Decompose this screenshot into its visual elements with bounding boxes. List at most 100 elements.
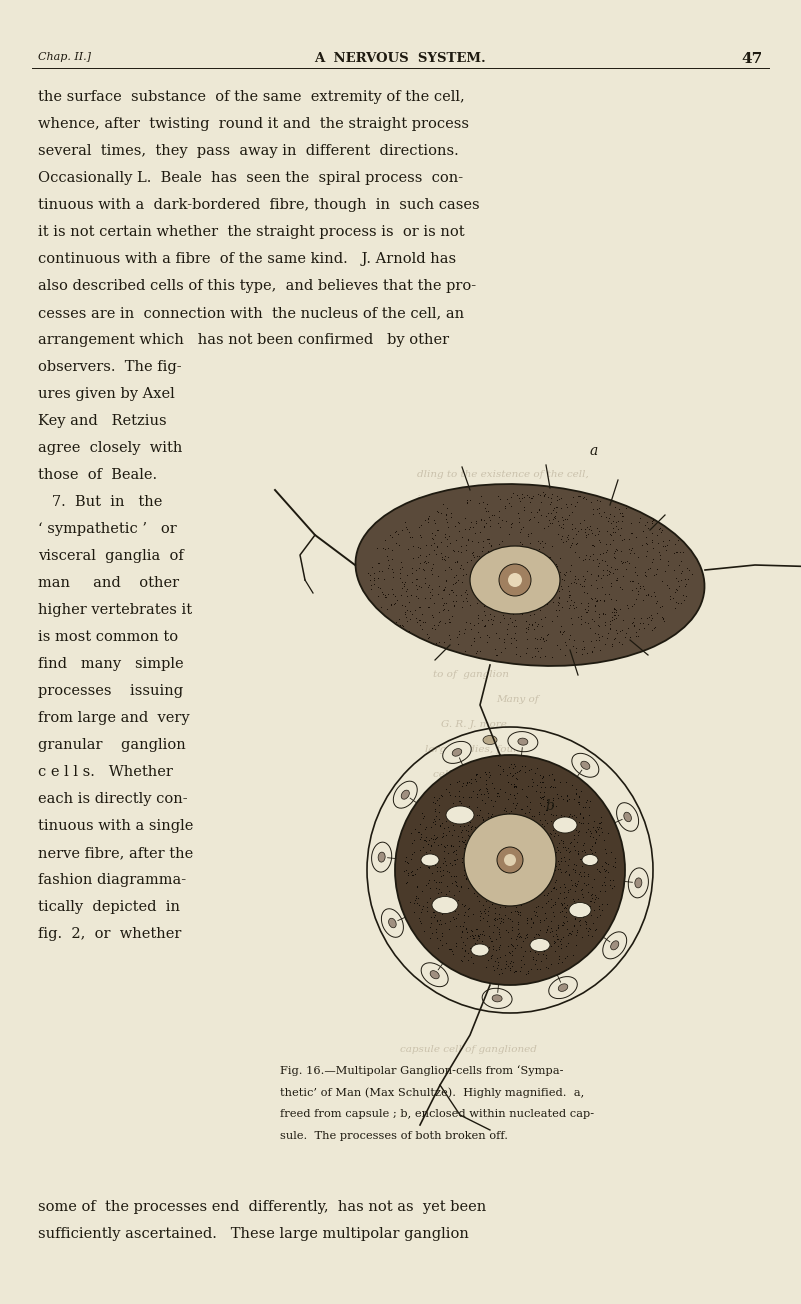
Point [504, 810, 517, 831]
Point [455, 876, 468, 897]
Point [506, 601, 519, 622]
Point [664, 585, 677, 606]
Point [646, 608, 658, 629]
Point [632, 625, 645, 645]
Point [515, 936, 528, 957]
Point [520, 824, 533, 845]
Point [493, 921, 505, 941]
Point [521, 823, 533, 844]
Text: of of  cells were: of of cells were [449, 570, 532, 579]
Ellipse shape [423, 803, 437, 816]
Point [433, 909, 446, 930]
Point [481, 829, 494, 850]
Point [425, 906, 437, 927]
Point [493, 629, 505, 649]
Point [449, 865, 462, 885]
Point [511, 935, 524, 956]
Point [453, 880, 465, 901]
Point [414, 857, 427, 878]
Point [564, 832, 577, 853]
Point [521, 926, 533, 947]
Point [455, 827, 468, 848]
Point [557, 911, 570, 932]
Point [533, 765, 546, 786]
Point [404, 600, 417, 621]
Point [577, 566, 590, 587]
Point [424, 840, 437, 861]
Point [510, 768, 523, 789]
Point [406, 832, 419, 853]
Point [510, 875, 523, 896]
Point [446, 906, 459, 927]
Point [483, 626, 496, 647]
Point [525, 909, 537, 930]
Point [469, 827, 481, 848]
Point [565, 493, 578, 514]
Point [473, 865, 486, 885]
Point [427, 592, 440, 613]
Point [464, 516, 477, 537]
Point [607, 876, 620, 897]
Point [388, 585, 401, 606]
Point [561, 785, 574, 806]
Point [520, 795, 533, 816]
Point [621, 550, 634, 571]
Point [534, 911, 547, 932]
Point [446, 815, 459, 836]
Point [513, 927, 525, 948]
Point [570, 642, 582, 662]
Ellipse shape [421, 854, 439, 866]
Point [618, 552, 631, 572]
Point [533, 584, 545, 605]
Point [427, 529, 440, 550]
Point [496, 962, 509, 983]
Point [429, 801, 442, 822]
Point [473, 799, 486, 820]
Point [436, 935, 449, 956]
Point [479, 512, 492, 533]
Point [551, 850, 564, 871]
Point [560, 861, 573, 882]
Point [421, 511, 434, 532]
Point [556, 952, 569, 973]
Point [449, 591, 462, 612]
Point [576, 927, 589, 948]
Point [537, 484, 550, 505]
Point [481, 951, 494, 971]
Point [476, 852, 489, 872]
Point [578, 904, 590, 925]
Point [538, 484, 551, 505]
Point [485, 505, 498, 526]
Point [540, 865, 553, 885]
Text: processes    issuing: processes issuing [38, 685, 183, 698]
Point [524, 940, 537, 961]
Point [506, 512, 519, 533]
Point [582, 812, 594, 833]
Point [550, 490, 563, 511]
Point [621, 595, 634, 615]
Text: Chap. II.]: Chap. II.] [38, 52, 91, 63]
Point [558, 848, 571, 868]
Point [420, 842, 433, 863]
Point [546, 819, 559, 840]
Point [392, 609, 405, 630]
Point [416, 802, 429, 823]
Point [556, 789, 569, 810]
Point [520, 618, 533, 639]
Point [599, 838, 612, 859]
Point [477, 808, 489, 829]
Point [573, 546, 586, 567]
Point [371, 567, 384, 588]
Point [431, 827, 444, 848]
Point [542, 958, 555, 979]
Point [413, 553, 426, 574]
Point [467, 841, 480, 862]
Point [449, 850, 461, 871]
Point [509, 961, 522, 982]
Point [430, 536, 443, 557]
Point [488, 505, 501, 526]
Point [567, 889, 580, 910]
Point [486, 945, 499, 966]
Point [607, 605, 620, 626]
Point [555, 623, 568, 644]
